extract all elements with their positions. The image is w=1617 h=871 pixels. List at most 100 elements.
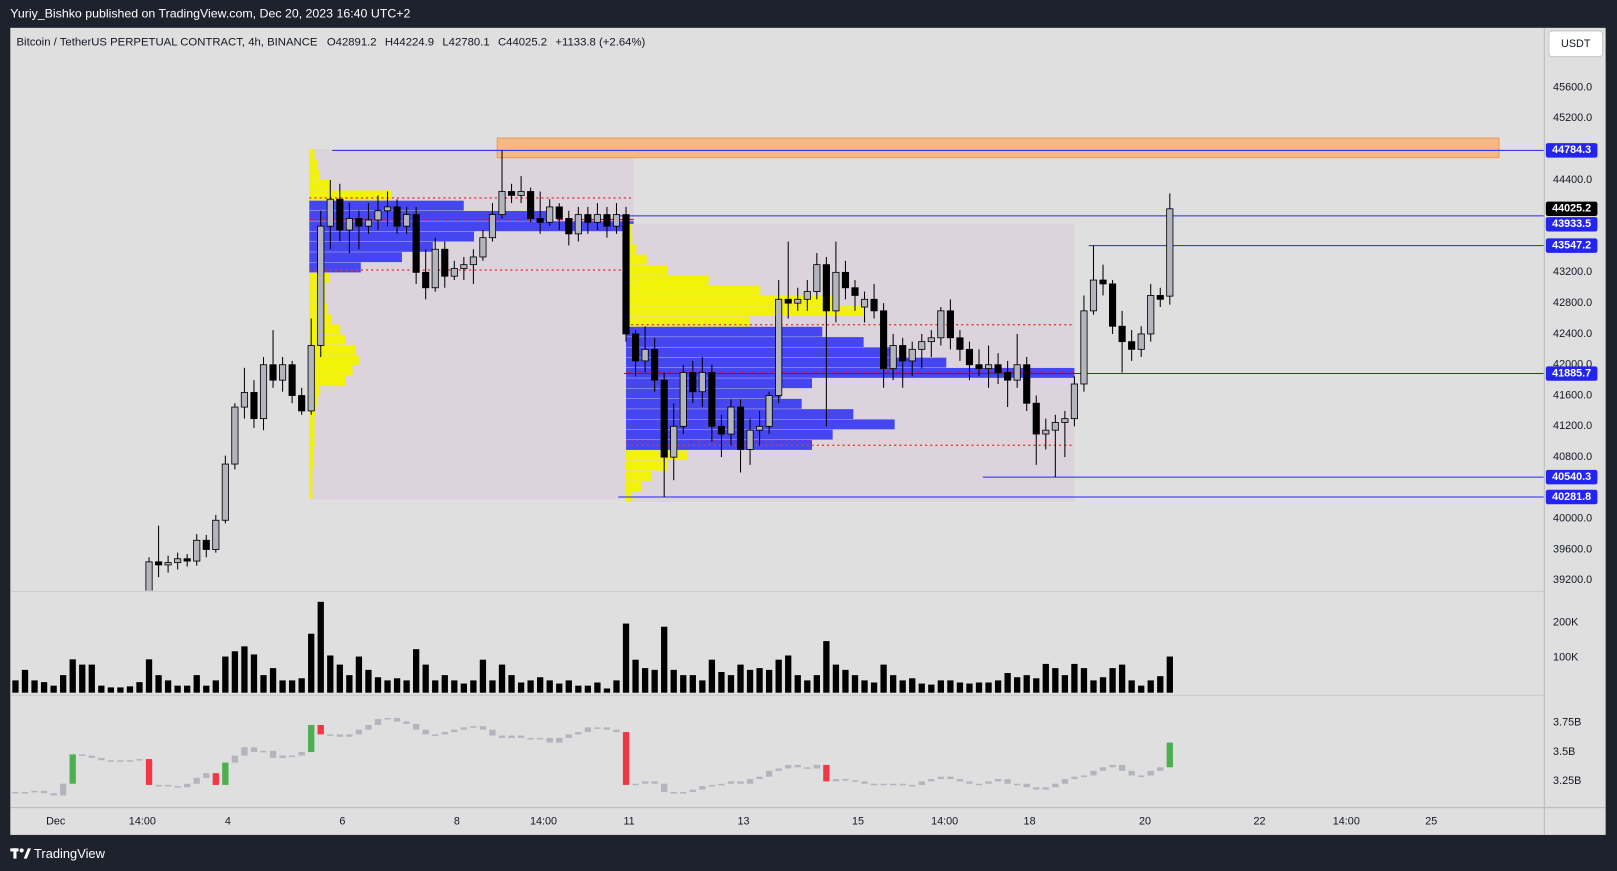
- oi-candle: [661, 783, 668, 792]
- profile-row: [626, 378, 812, 389]
- candle-body: [450, 268, 458, 277]
- volume-bar: [479, 659, 487, 693]
- volume-bar: [1118, 664, 1126, 693]
- oi-candle: [212, 773, 219, 785]
- oi-candle: [250, 747, 258, 753]
- volume-bar: [928, 684, 935, 693]
- oi-candle: [69, 754, 76, 784]
- oi-candle: [288, 755, 296, 758]
- y-tick-label: 39600.0: [1553, 543, 1592, 555]
- candle-body: [498, 191, 506, 216]
- volume-bar: [222, 656, 229, 693]
- volume-bar: [164, 680, 172, 693]
- volume-bar: [184, 685, 191, 693]
- candle-body: [832, 271, 840, 312]
- volume-bar: [823, 641, 830, 693]
- candle-body: [889, 345, 897, 370]
- oi-candle: [231, 755, 239, 763]
- profile-row: [626, 460, 668, 471]
- candle-body: [994, 364, 1002, 373]
- candle-body: [584, 214, 592, 223]
- volume-bar: [813, 675, 820, 693]
- candle-body: [965, 348, 974, 366]
- oi-candle: [107, 760, 115, 762]
- y-tick-label: 43200.0: [1553, 266, 1592, 278]
- level-label: 43933.5: [1552, 218, 1591, 230]
- volume-bar: [870, 682, 878, 693]
- oi-candle: [184, 783, 191, 788]
- oi-candle: [613, 729, 620, 733]
- volume-bar: [422, 664, 429, 693]
- currency-label[interactable]: USDT: [1561, 38, 1591, 50]
- volume-bar: [346, 675, 353, 693]
- candle-body: [1147, 295, 1155, 335]
- candle-body: [231, 406, 239, 465]
- y-tick-label: 200K: [1553, 616, 1579, 628]
- currency-button[interactable]: [1548, 30, 1604, 58]
- oi-candle: [890, 783, 897, 786]
- profile-row: [309, 468, 313, 479]
- profile-row: [626, 429, 833, 440]
- volume-bar: [1061, 675, 1069, 693]
- oi-candle: [994, 779, 1002, 782]
- oi-candle: [622, 732, 630, 785]
- candle-body: [422, 271, 430, 289]
- volume-bar: [956, 682, 964, 693]
- oi-candle: [308, 724, 315, 753]
- legend: Bitcoin / TetherUS PERPETUAL CONTRACT, 4…: [17, 36, 646, 48]
- oi-candle: [1166, 742, 1173, 768]
- y-tick-label: 44400.0: [1553, 174, 1592, 186]
- volume-bar: [1090, 680, 1097, 693]
- candle-body: [708, 372, 716, 427]
- x-tick-label: 15: [852, 815, 864, 827]
- profile-row: [309, 221, 634, 232]
- oi-candle: [765, 770, 773, 777]
- oi-candle: [327, 734, 334, 736]
- volume-bar: [451, 680, 458, 693]
- volume-bar: [1004, 673, 1011, 693]
- oi-candle: [928, 779, 935, 782]
- oi-candle: [746, 779, 754, 784]
- oi-candle: [718, 783, 725, 786]
- x-tick-label: 14:00: [931, 815, 958, 827]
- oi-candle: [851, 780, 859, 782]
- oi-candle: [909, 784, 916, 787]
- candle-body: [1089, 279, 1098, 312]
- candle-body: [927, 337, 935, 343]
- volume-bar: [384, 680, 391, 693]
- brand: TradingView: [34, 846, 106, 861]
- profile-row: [309, 344, 356, 355]
- oi-candle: [1138, 775, 1145, 778]
- candle-body: [689, 372, 697, 393]
- volume-bar: [651, 669, 658, 693]
- oi-candle: [470, 726, 477, 728]
- profile-row: [309, 252, 402, 263]
- candle-body: [364, 219, 373, 227]
- volume-bar: [565, 680, 572, 693]
- x-tick-label: 20: [1139, 815, 1151, 827]
- volume-bar: [775, 659, 782, 693]
- oi-candle: [222, 762, 229, 785]
- volume-bar: [708, 659, 716, 693]
- candle-body: [517, 191, 525, 196]
- oi-candle: [956, 779, 964, 782]
- oi-candle: [260, 750, 267, 753]
- candle-body: [1023, 364, 1031, 404]
- candle-body: [1061, 418, 1069, 423]
- logo-part: [13, 848, 17, 859]
- volume-bar: [21, 669, 29, 693]
- oi-candle: [651, 781, 658, 784]
- volume-bar: [1157, 676, 1164, 693]
- oi-candle: [575, 732, 582, 735]
- oi-candle: [813, 764, 820, 769]
- volume-bar: [12, 680, 19, 693]
- oi-candle: [1090, 770, 1097, 776]
- profile-row: [626, 481, 642, 492]
- volume-bar: [212, 680, 219, 693]
- volume-bar: [355, 656, 363, 693]
- oi-candle: [937, 776, 944, 780]
- candle-body: [622, 214, 630, 335]
- oi-candle: [346, 734, 353, 737]
- profile-row: [626, 265, 668, 275]
- volume-bar: [947, 680, 954, 693]
